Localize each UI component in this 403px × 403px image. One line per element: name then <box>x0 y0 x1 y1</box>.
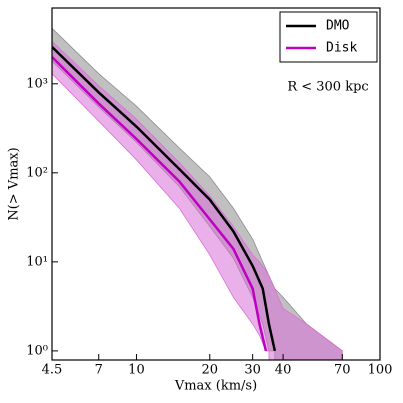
x-tick-label: 30 <box>244 363 261 378</box>
x-tick-label: 40 <box>275 363 292 378</box>
plot-area <box>52 27 343 360</box>
series-line <box>52 45 277 352</box>
x-axis-label: Vmax (km/s) <box>174 379 257 394</box>
annotation: R < 300 kpc <box>287 80 368 95</box>
x-tick-label: 10 <box>128 363 145 378</box>
x-tick-label: 20 <box>201 363 218 378</box>
y-tick-label: 10⁰ <box>26 343 48 358</box>
series-line <box>52 56 268 352</box>
y-tick-label: 10¹ <box>26 254 48 269</box>
legend-label: DMO <box>326 19 350 34</box>
y-tick-label: 10² <box>26 165 48 180</box>
x-tick-label: 100 <box>368 363 393 378</box>
x-tick-label: 70 <box>334 363 351 378</box>
x-tick-label: 7 <box>95 363 103 378</box>
y-tick-label: 10³ <box>26 76 48 91</box>
legend-box <box>279 11 378 63</box>
axes-frame <box>51 7 381 361</box>
legend-label: Disk <box>326 41 357 56</box>
y-axis-label: N(> Vmax) <box>7 147 22 220</box>
x-tick-label: 4.5 <box>42 363 63 378</box>
